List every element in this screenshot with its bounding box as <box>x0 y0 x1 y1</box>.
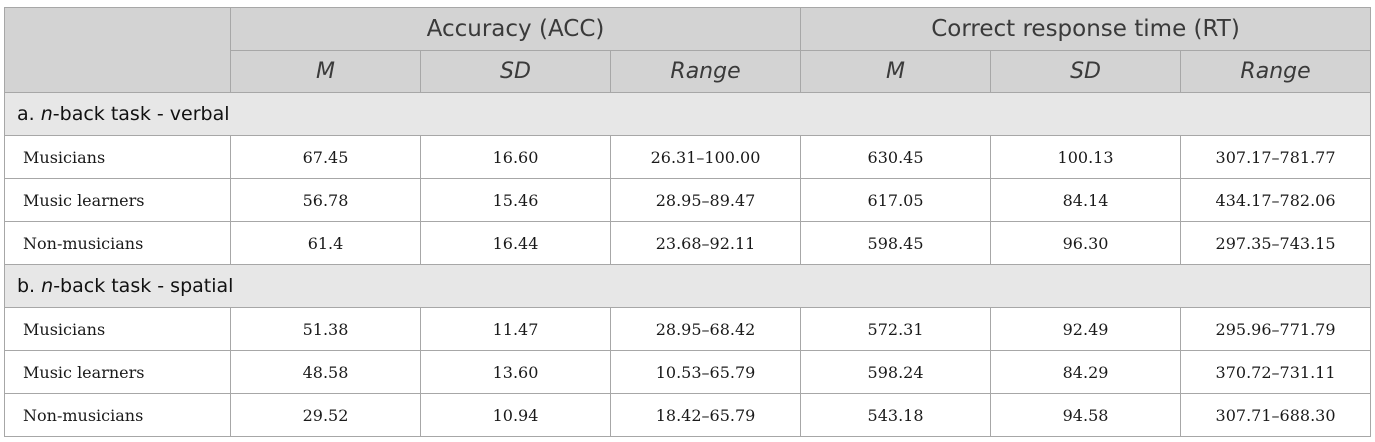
cell-rt-m: 630.45 <box>800 135 992 179</box>
cell-rt-m: 543.18 <box>800 393 992 437</box>
cell-rt-sd: 92.49 <box>990 307 1182 351</box>
table-row: Musicians 67.45 16.60 26.31–100.00 630.4… <box>4 135 1372 179</box>
results-table-container: Accuracy (ACC) Correct response time (RT… <box>3 7 1372 437</box>
cell-acc-sd: 10.94 <box>420 393 611 437</box>
subheader-acc-sd: SD <box>420 50 611 93</box>
group-header-row: Accuracy (ACC) Correct response time (RT… <box>4 7 1372 93</box>
section-prefix: b. <box>17 275 42 297</box>
cell-rt-range: 434.17–782.06 <box>1180 178 1372 222</box>
cell-acc-sd: 11.47 <box>420 307 611 351</box>
section-row-spatial: b. n-back task - spatial <box>3 264 1372 308</box>
cell-acc-m: 61.4 <box>230 221 421 265</box>
section-italic-n: n <box>41 275 54 297</box>
subheader-acc-range: Range <box>609 50 802 93</box>
cell-rt-range: 307.71–688.30 <box>1180 393 1372 437</box>
row-label: Musicians <box>4 135 231 179</box>
section-row-verbal: a. n-back task - verbal <box>3 92 1372 136</box>
cell-acc-range: 23.68–92.11 <box>609 221 802 265</box>
cell-acc-range: 18.42–65.79 <box>609 393 802 437</box>
table-row: Musicians 51.38 11.47 28.95–68.42 572.31… <box>4 307 1372 351</box>
cell-acc-sd: 16.44 <box>420 221 611 265</box>
cell-rt-m: 598.45 <box>800 221 992 265</box>
sub-header-row: M SD Range M SD Range <box>5 50 1372 93</box>
row-label: Music learners <box>4 178 231 222</box>
cell-rt-sd: 100.13 <box>990 135 1182 179</box>
section-suffix: -back task - verbal <box>52 103 230 125</box>
subheader-rt-m: M <box>800 50 992 93</box>
cell-acc-range: 28.95–89.47 <box>609 178 802 222</box>
subheader-rt-range: Range <box>1180 50 1372 93</box>
table-row: Music learners 48.58 13.60 10.53–65.79 5… <box>4 350 1372 394</box>
cell-acc-m: 48.58 <box>230 350 421 394</box>
cell-acc-sd: 16.60 <box>420 135 611 179</box>
section-title-verbal: a. n-back task - verbal <box>3 92 1372 136</box>
results-table: Accuracy (ACC) Correct response time (RT… <box>3 7 1372 437</box>
section-prefix: a. <box>17 103 41 125</box>
corner-header-cell <box>4 7 231 93</box>
row-label: Musicians <box>4 307 231 351</box>
cell-acc-sd: 15.46 <box>420 178 611 222</box>
row-label: Non-musicians <box>4 221 231 265</box>
cell-rt-range: 295.96–771.79 <box>1180 307 1372 351</box>
cell-acc-m: 51.38 <box>230 307 421 351</box>
table-row: Music learners 56.78 15.46 28.95–89.47 6… <box>4 178 1372 222</box>
group-header-accuracy: Accuracy (ACC) <box>229 7 802 51</box>
cell-acc-sd: 13.60 <box>420 350 611 394</box>
cell-rt-m: 598.24 <box>800 350 992 394</box>
cell-rt-m: 572.31 <box>800 307 992 351</box>
row-label: Music learners <box>4 350 231 394</box>
cell-rt-sd: 84.29 <box>990 350 1182 394</box>
cell-rt-sd: 94.58 <box>990 393 1182 437</box>
subheader-rt-sd: SD <box>990 50 1182 93</box>
subheader-acc-m: M <box>230 50 421 93</box>
section-suffix: -back task - spatial <box>53 275 234 297</box>
cell-acc-m: 29.52 <box>230 393 421 437</box>
group-header-response-time: Correct response time (RT) <box>800 7 1372 51</box>
table-row: Non-musicians 29.52 10.94 18.42–65.79 54… <box>4 393 1372 437</box>
cell-rt-range: 297.35–743.15 <box>1180 221 1372 265</box>
cell-rt-range: 370.72–731.11 <box>1180 350 1372 394</box>
cell-acc-m: 67.45 <box>230 135 421 179</box>
cell-rt-m: 617.05 <box>800 178 992 222</box>
row-label: Non-musicians <box>4 393 231 437</box>
section-title-spatial: b. n-back task - spatial <box>3 264 1372 308</box>
table-row: Non-musicians 61.4 16.44 23.68–92.11 598… <box>4 221 1372 265</box>
cell-acc-range: 28.95–68.42 <box>609 307 802 351</box>
cell-acc-range: 10.53–65.79 <box>609 350 802 394</box>
cell-acc-range: 26.31–100.00 <box>609 135 802 179</box>
cell-rt-sd: 84.14 <box>990 178 1182 222</box>
cell-rt-sd: 96.30 <box>990 221 1182 265</box>
cell-acc-m: 56.78 <box>230 178 421 222</box>
cell-rt-range: 307.17–781.77 <box>1180 135 1372 179</box>
section-italic-n: n <box>40 103 53 125</box>
